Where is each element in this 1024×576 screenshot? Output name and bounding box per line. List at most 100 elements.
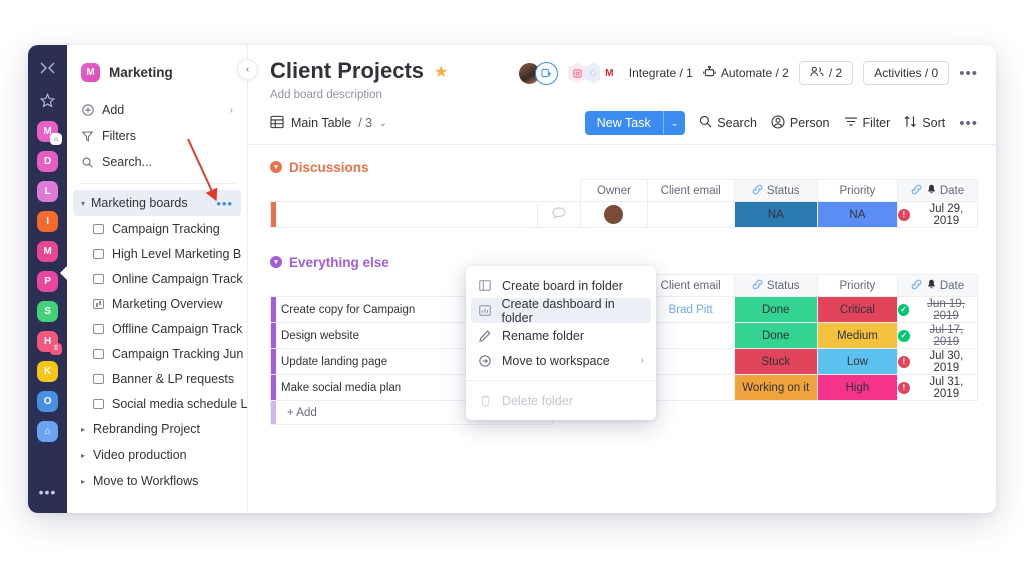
sidebar-folder-marketing-boards[interactable]: ▾ Marketing boards ••• [73,190,241,216]
column-header-priority[interactable]: Priority [816,274,898,297]
sidebar-board-3[interactable]: Online Campaign Track [67,266,247,291]
sidebar-board-1[interactable]: Campaign Tracking [67,216,247,241]
table-row[interactable]: NA NA! Jul 29, 2019 [270,201,979,228]
sidebar-board-8[interactable]: Social media schedule Lo... [67,391,247,416]
sort-button[interactable]: Sort [904,115,945,131]
chevron-right-icon[interactable]: › [229,104,233,116]
sidebar-item-search[interactable]: Search... [67,149,247,175]
priority-cell[interactable]: Critical [816,296,898,323]
chevron-down-icon[interactable]: ⌄ [662,111,686,135]
folder-more-icon[interactable]: ••• [216,195,233,211]
rail-more-icon[interactable]: ••• [38,484,57,500]
sidebar-board-4[interactable]: Marketing Overview [67,291,247,316]
rail-avatar-9[interactable]: K [37,361,58,382]
context-menu-item-4[interactable]: Move to workspace › [471,348,651,373]
integration-icon-2[interactable] [583,62,603,84]
person-button[interactable]: Person [771,114,830,132]
collapse-group-icon[interactable]: ▾ [270,256,282,268]
board-members-avatars[interactable] [517,61,558,85]
column-header-priority[interactable]: Priority [816,179,898,202]
sidebar-board-6[interactable]: Campaign Tracking Jun [67,341,247,366]
comment-icon[interactable] [552,206,566,223]
tab-main-table[interactable]: Main Table / 3 ⌄ [270,115,387,132]
client-email-cell[interactable] [646,201,735,228]
group-title[interactable]: ▾ Everything else [270,250,978,274]
owner-avatar[interactable] [604,205,624,224]
status-cell[interactable]: Done [733,322,818,349]
column-header-client-email[interactable]: Client email [646,274,735,297]
rail-avatar-3[interactable]: L [37,181,58,202]
column-header-date[interactable]: Date [896,179,979,202]
sidebar-board-2[interactable]: High Level Marketing B [67,241,247,266]
status-cell[interactable]: Stuck [733,348,818,375]
sidebar-group-3[interactable]: ▸ Move to Workflows [67,468,247,494]
rail-avatar-8[interactable]: H ⌷ [37,331,62,355]
add-member-icon[interactable] [534,61,558,85]
sidebar-group-1[interactable]: ▸ Rebranding Project [67,416,247,442]
column-header-status[interactable]: Status [733,179,818,202]
context-menu-item-2[interactable]: Create dashboard in folder [471,297,651,325]
client-email-cell[interactable]: Brad Pitt [646,296,735,323]
members-button[interactable]: / 2 [798,61,854,85]
rail-avatar-1[interactable]: M ⌂ [37,121,62,145]
sidebar-item-filters[interactable]: Filters [67,123,247,149]
rail-avatar-4[interactable]: I [37,211,58,232]
updates-cell[interactable] [536,201,582,228]
date-cell[interactable]: ! Jul 29, 2019 [896,201,979,228]
context-menu-item-3[interactable]: Rename folder [471,323,651,348]
filter-button[interactable]: Filter [844,116,890,130]
priority-cell[interactable]: Low [816,348,898,375]
context-menu-item-1[interactable]: Create board in folder [471,273,651,298]
collapse-icon[interactable] [37,57,59,79]
chevron-right-icon[interactable]: › [640,355,644,366]
workspace-header[interactable]: M Marketing [67,59,247,85]
rail-avatar-10[interactable]: O [37,391,58,412]
search-button[interactable]: Search [699,115,757,131]
toolbar-more-icon[interactable]: ••• [959,114,978,132]
date-cell[interactable]: ✓ Jul 17, 2019 [896,322,979,349]
app-window: M ⌂ D L I M P S H ⌷ K O ⌂ ••• M Marketing ‹ Add › Filt… [28,45,996,513]
task-name-cell[interactable] [270,201,538,228]
board-more-icon[interactable]: ••• [959,64,978,82]
date-cell[interactable]: ✓ Jun 19, 2019 [896,296,979,323]
automate-button[interactable]: Automate / 2 [703,64,789,81]
client-email-cell[interactable] [646,322,735,349]
rail-avatar-2[interactable]: D [37,151,58,172]
status-cell[interactable]: Done [733,296,818,323]
sidebar-board-7[interactable]: Banner & LP requests [67,366,247,391]
board-description[interactable]: Add board description [270,89,382,101]
column-header-date[interactable]: Date [896,274,979,297]
integration-icon-1[interactable] [567,62,587,84]
column-header-client-email[interactable]: Client email [646,179,735,202]
priority-cell[interactable]: Medium [816,322,898,349]
sidebar-group-2[interactable]: ▸ Video production [67,442,247,468]
integrate-button[interactable]: Integrate / 1 [629,66,693,80]
priority-cell[interactable]: NA [816,201,898,228]
priority-cell[interactable]: High [816,374,898,401]
rail-avatar-11[interactable]: ⌂ [37,421,58,442]
sidebar-item-add[interactable]: Add › [67,97,247,123]
star-icon[interactable] [37,89,59,111]
owner-cell[interactable] [580,201,648,228]
date-cell[interactable]: ! Jul 30, 2019 [896,348,979,375]
status-cell[interactable]: Working on it [733,374,818,401]
rail-avatar-5[interactable]: M [37,241,58,262]
client-email-cell[interactable] [646,374,735,401]
gmail-icon[interactable]: M [599,62,619,84]
status-cell[interactable]: NA [733,201,818,228]
new-task-button[interactable]: New Task ⌄ [584,111,686,135]
rail-avatar-7[interactable]: S [37,301,58,322]
group-title[interactable]: ▾ Discussions [270,155,978,179]
chevron-down-icon[interactable]: ⌄ [379,117,387,128]
activities-button[interactable]: Activities / 0 [863,61,950,85]
column-header-status[interactable]: Status [733,274,818,297]
collapse-group-icon[interactable]: ▾ [270,161,282,173]
date-cell[interactable]: ! Jul 31, 2019 [896,374,979,401]
column-header-owner[interactable]: Owner [580,179,648,202]
integration-icons[interactable]: M [567,62,619,84]
rail-avatar-6[interactable]: P [37,271,58,292]
sidebar-collapse-button[interactable]: ‹ [237,59,258,80]
sidebar-board-5[interactable]: Offline Campaign Track [67,316,247,341]
client-email-cell[interactable] [646,348,735,375]
favorite-star-icon[interactable]: ★ [434,64,449,81]
